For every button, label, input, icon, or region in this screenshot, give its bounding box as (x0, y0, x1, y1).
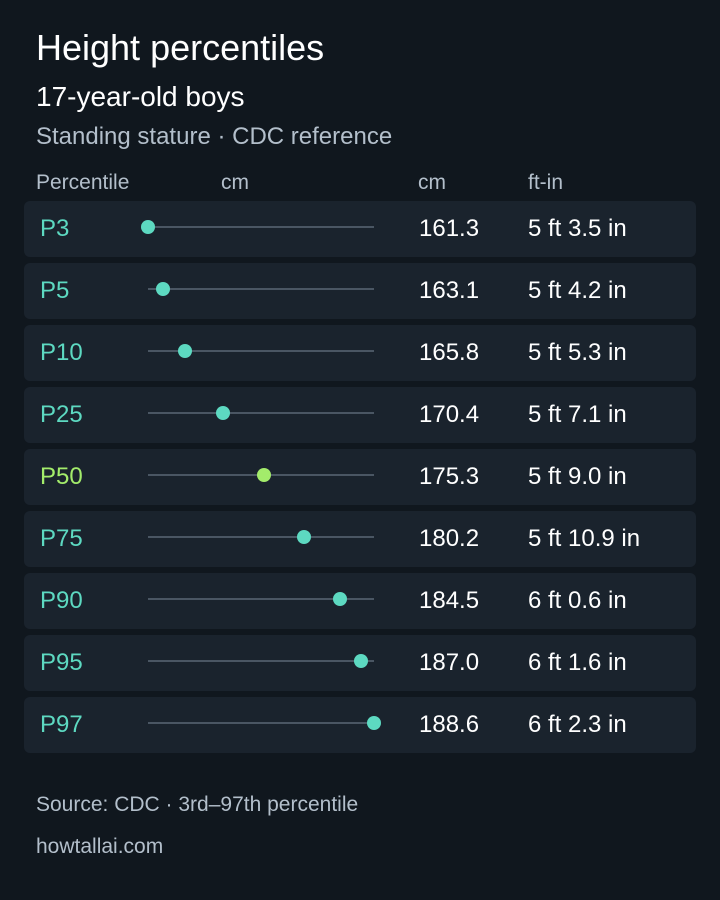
ftin-value: 5 ft 9.0 in (528, 463, 627, 490)
percentile-label: P75 (40, 525, 83, 552)
table-row: P25 170.4 5 ft 7.1 in (24, 387, 696, 443)
table-row: P95 187.0 6 ft 1.6 in (24, 635, 696, 691)
height-marker (297, 530, 312, 544)
page-note: Standing stature · CDC reference (36, 123, 393, 150)
height-marker (141, 220, 155, 234)
percentile-label: P10 (40, 339, 83, 366)
cm-value: 170.4 (419, 401, 480, 428)
ftin-value: 6 ft 1.6 in (528, 649, 627, 676)
table-row: P90 184.5 6 ft 0.6 in (24, 573, 696, 629)
range-track (148, 536, 374, 538)
table-row: P50 175.3 5 ft 9.0 in (24, 449, 696, 505)
height-marker (353, 654, 368, 668)
percentile-table: P3 161.3 5 ft 3.5 in P5 163.1 5 ft 4.2 in P10 1… (24, 201, 696, 759)
column-header-ftin: ft-in (528, 171, 564, 194)
table-row: P10 165.8 5 ft 5.3 in (24, 325, 696, 381)
cm-value: 184.5 (419, 587, 480, 614)
ftin-value: 5 ft 4.2 in (528, 277, 627, 304)
range-track (148, 288, 374, 290)
range-track (148, 412, 374, 414)
percentile-label: P50 (40, 463, 83, 490)
cm-value: 161.3 (419, 215, 480, 242)
height-marker (178, 344, 193, 358)
site-link: howtallai.com (36, 835, 164, 858)
height-marker (256, 468, 271, 482)
column-header-percentile: Percentile (36, 171, 130, 194)
table-row: P75 180.2 5 ft 10.9 in (24, 511, 696, 567)
range-track (148, 660, 374, 662)
cm-value: 187.0 (419, 649, 480, 676)
height-marker (216, 406, 231, 420)
height-marker (155, 282, 170, 296)
ftin-value: 5 ft 3.5 in (528, 215, 627, 242)
page-subtitle: 17-year-old boys (36, 81, 245, 112)
column-header-cm: cm (418, 171, 446, 194)
percentile-label: P95 (40, 649, 83, 676)
cm-value: 180.2 (419, 525, 480, 552)
percentile-label: P5 (40, 277, 70, 304)
ftin-value: 6 ft 2.3 in (528, 711, 627, 738)
height-marker (367, 716, 381, 730)
table-row: P5 163.1 5 ft 4.2 in (24, 263, 696, 319)
ftin-value: 5 ft 10.9 in (528, 525, 641, 552)
percentile-label: P97 (40, 711, 83, 738)
percentile-label: P90 (40, 587, 83, 614)
page-title: Height percentiles (36, 27, 325, 68)
source-note: Source: CDC · 3rd–97th percentile (36, 793, 359, 816)
range-track (148, 722, 374, 724)
ftin-value: 6 ft 0.6 in (528, 587, 627, 614)
table-row: P3 161.3 5 ft 3.5 in (24, 201, 696, 257)
range-track (148, 598, 374, 600)
cm-value: 175.3 (419, 463, 480, 490)
percentile-label: P3 (40, 215, 70, 242)
range-track (148, 350, 374, 352)
range-track (148, 226, 374, 228)
cm-value: 165.8 (419, 339, 480, 366)
column-header-bar: cm (221, 171, 249, 194)
cm-value: 188.6 (419, 711, 480, 738)
ftin-value: 5 ft 5.3 in (528, 339, 627, 366)
ftin-value: 5 ft 7.1 in (528, 401, 627, 428)
table-row: P97 188.6 6 ft 2.3 in (24, 697, 696, 753)
height-marker (333, 592, 348, 606)
percentile-label: P25 (40, 401, 83, 428)
cm-value: 163.1 (419, 277, 480, 304)
